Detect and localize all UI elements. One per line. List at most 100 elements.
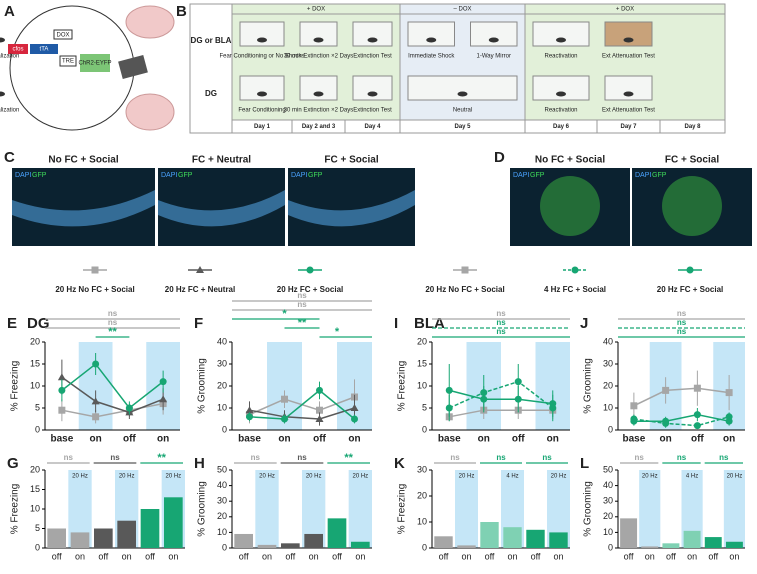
bar bbox=[164, 497, 183, 548]
significance-label: ns bbox=[677, 309, 687, 318]
gfp-signal bbox=[540, 176, 600, 236]
panel-title: DG bbox=[27, 315, 50, 332]
x-tick-label: on bbox=[157, 434, 169, 445]
band-label: 20 Hz bbox=[727, 474, 743, 480]
x-tick-label: on bbox=[687, 551, 697, 561]
granule-layer bbox=[288, 190, 415, 227]
y-tick-label: 15 bbox=[30, 358, 40, 368]
series-line bbox=[633, 387, 730, 407]
data-point bbox=[350, 404, 359, 411]
row-label: DG or BLA bbox=[191, 36, 232, 45]
significance-label: * bbox=[335, 326, 340, 338]
series-line bbox=[448, 380, 554, 409]
series-line bbox=[61, 376, 164, 414]
stain-label: DAPI bbox=[513, 172, 529, 179]
gene-box bbox=[59, 55, 77, 67]
image-title: FC + Neutral bbox=[192, 155, 251, 166]
band-label: 4 Hz bbox=[686, 474, 698, 480]
x-tick-label: on bbox=[729, 551, 739, 561]
significance-label: ** bbox=[108, 326, 117, 338]
cell-label: Fear Conditioning or No Shocks bbox=[219, 54, 304, 60]
bar bbox=[281, 543, 300, 548]
significance-label: ns bbox=[450, 453, 460, 462]
panel-label: E bbox=[7, 315, 17, 332]
data-point bbox=[693, 384, 701, 392]
bar bbox=[327, 518, 347, 548]
significance-label: ns bbox=[496, 327, 506, 336]
data-point bbox=[662, 417, 670, 425]
series-line bbox=[249, 389, 355, 420]
y-tick-label: 15 bbox=[30, 484, 40, 494]
gene-box bbox=[8, 44, 28, 54]
data-point bbox=[514, 378, 522, 386]
y-tick-label: 30 bbox=[217, 496, 227, 506]
bar bbox=[117, 520, 136, 548]
y-tick-label: 30 bbox=[417, 464, 427, 474]
stain-label: GFP bbox=[178, 172, 193, 179]
bar bbox=[94, 528, 113, 548]
significance-label: ** bbox=[298, 317, 307, 329]
legend-label: 20 Hz No FC + Social bbox=[55, 285, 134, 294]
y-tick-label: 10 bbox=[217, 402, 227, 412]
series-line bbox=[633, 413, 730, 422]
y-tick-label: 40 bbox=[217, 336, 227, 346]
data-point bbox=[246, 413, 253, 421]
x-tick-label: base bbox=[438, 434, 461, 445]
y-axis-label: % Freezing bbox=[397, 484, 408, 535]
bar bbox=[662, 543, 680, 548]
significance-label: ns bbox=[108, 309, 118, 318]
panel-label: D bbox=[494, 149, 505, 166]
y-axis-label: % Grooming bbox=[197, 481, 208, 537]
x-tick-label: on bbox=[262, 551, 272, 561]
stain-label: GFP bbox=[530, 172, 545, 179]
cell-label: Ext Attenuation Test bbox=[602, 54, 655, 60]
bar bbox=[351, 541, 370, 548]
x-tick-label: off bbox=[708, 551, 718, 561]
data-point bbox=[159, 395, 168, 403]
x-tick-label: on bbox=[723, 434, 735, 445]
legend-marker bbox=[686, 266, 694, 274]
x-tick-label: off bbox=[512, 434, 525, 445]
y-tick-label: 50 bbox=[603, 464, 613, 474]
data-point bbox=[91, 397, 100, 405]
dox-header-label: + DOX bbox=[616, 7, 634, 13]
y-tick-label: 20 bbox=[417, 490, 427, 500]
y-tick-label: 20 bbox=[217, 380, 227, 390]
y-tick-label: 0 bbox=[608, 424, 613, 434]
bar bbox=[480, 522, 499, 548]
data-point bbox=[159, 378, 167, 386]
x-tick-label: base bbox=[50, 434, 73, 445]
significance-label: ns bbox=[297, 291, 307, 300]
bar bbox=[725, 541, 743, 548]
data-point bbox=[281, 395, 288, 403]
x-tick-label: off bbox=[145, 551, 155, 561]
y-tick-label: 10 bbox=[417, 516, 427, 526]
data-point bbox=[315, 415, 324, 422]
legend-label: 20 Hz FC + Social bbox=[277, 285, 343, 294]
bar bbox=[234, 533, 253, 548]
day-label: Day 6 bbox=[553, 124, 570, 130]
cell-label: Generalization bbox=[0, 54, 19, 60]
day-label: Day 5 bbox=[454, 124, 471, 130]
stain-label: GFP bbox=[32, 172, 47, 179]
x-tick-label: off bbox=[485, 551, 495, 561]
series-line bbox=[61, 402, 164, 418]
data-point bbox=[630, 417, 638, 425]
data-point bbox=[281, 415, 288, 423]
significance-label: ns bbox=[110, 453, 120, 462]
legend-marker bbox=[306, 266, 314, 274]
day-label: Day 2 and 3 bbox=[302, 124, 336, 130]
x-tick-label: off bbox=[624, 551, 634, 561]
y-tick-label: 0 bbox=[422, 542, 427, 552]
x-tick-label: off bbox=[123, 434, 136, 445]
data-point bbox=[125, 404, 133, 412]
panel-label: I bbox=[394, 315, 398, 332]
y-tick-label: 10 bbox=[217, 527, 227, 537]
y-tick-label: 15 bbox=[417, 358, 427, 368]
band-label: 20 Hz bbox=[551, 474, 567, 480]
band-label: 20 Hz bbox=[459, 474, 475, 480]
x-tick-label: on bbox=[355, 551, 365, 561]
cell-label: Reactivation bbox=[544, 54, 577, 60]
bar bbox=[620, 518, 638, 548]
